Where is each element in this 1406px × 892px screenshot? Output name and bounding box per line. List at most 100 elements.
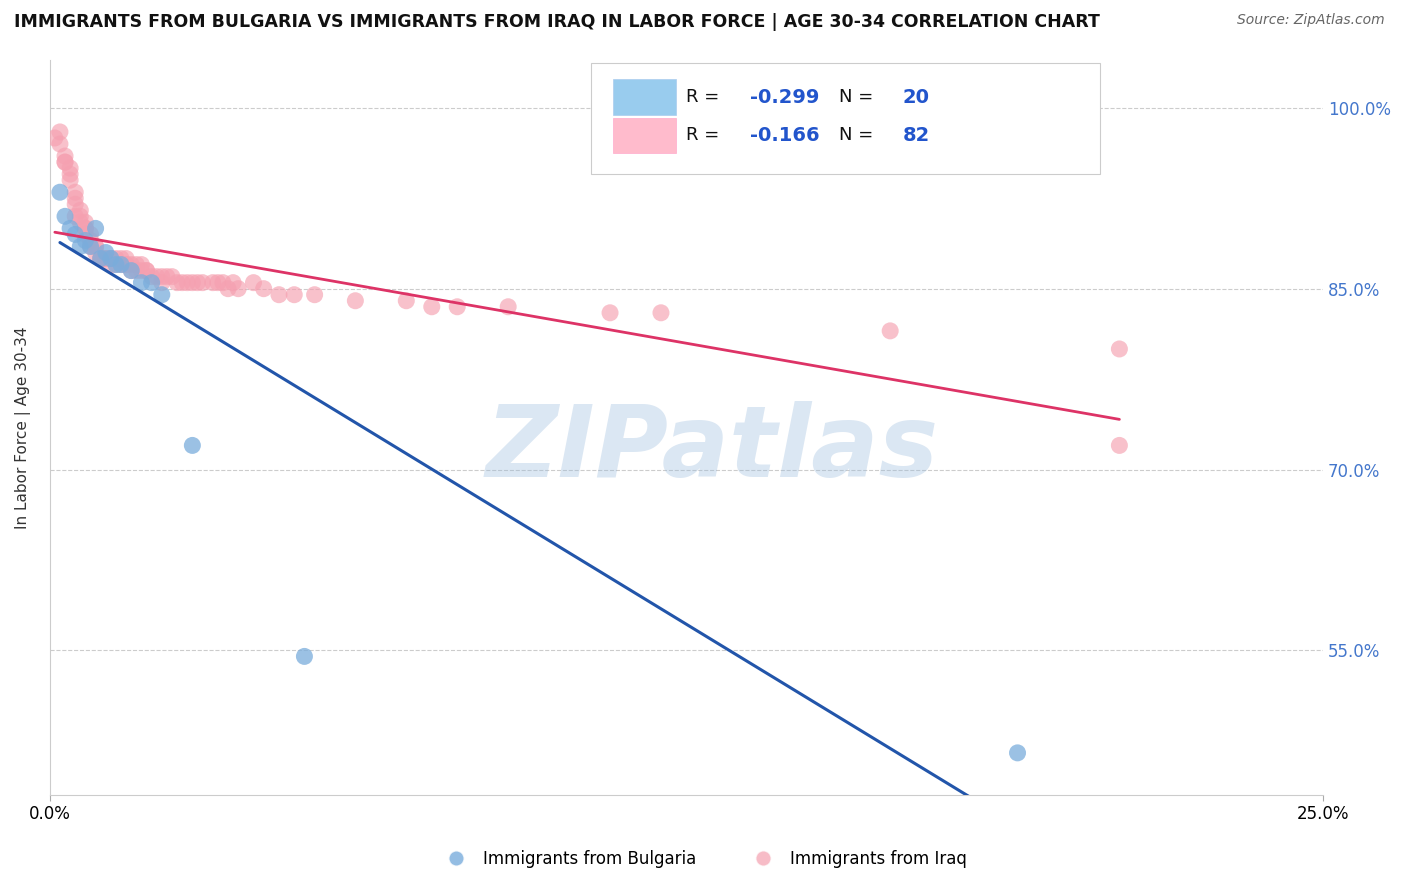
Point xyxy=(79,239,101,253)
Point xyxy=(115,252,138,266)
Point xyxy=(90,252,112,266)
Point xyxy=(75,221,97,235)
FancyBboxPatch shape xyxy=(591,63,1101,174)
Text: Source: ZipAtlas.com: Source: ZipAtlas.com xyxy=(1237,13,1385,28)
Point xyxy=(63,191,86,205)
Text: -0.299: -0.299 xyxy=(751,87,820,107)
Point xyxy=(496,300,519,314)
Point xyxy=(222,276,245,290)
Point xyxy=(1108,342,1130,356)
Point xyxy=(599,306,621,320)
Text: -0.166: -0.166 xyxy=(751,126,820,145)
Point xyxy=(395,293,418,308)
Point xyxy=(156,269,179,284)
Point xyxy=(90,252,112,266)
Point xyxy=(131,258,153,272)
Point xyxy=(94,245,117,260)
Point xyxy=(344,293,367,308)
Point xyxy=(63,210,86,224)
Point xyxy=(75,221,97,235)
Text: 82: 82 xyxy=(903,126,931,145)
Point xyxy=(59,167,82,181)
Y-axis label: In Labor Force | Age 30-34: In Labor Force | Age 30-34 xyxy=(15,326,31,529)
Point xyxy=(84,239,107,253)
Point xyxy=(141,269,163,284)
Point xyxy=(75,234,97,248)
Point xyxy=(172,276,194,290)
Point xyxy=(69,215,91,229)
Point xyxy=(212,276,235,290)
FancyBboxPatch shape xyxy=(613,118,676,153)
Point xyxy=(53,210,76,224)
Point xyxy=(84,245,107,260)
Point xyxy=(253,282,276,296)
Point xyxy=(879,324,901,338)
Text: R =: R = xyxy=(686,88,725,106)
Point xyxy=(207,276,229,290)
Point xyxy=(120,263,142,277)
Point xyxy=(115,258,138,272)
Point xyxy=(104,252,127,266)
Point xyxy=(104,258,127,272)
Point xyxy=(125,263,148,277)
Point xyxy=(217,282,239,296)
Point xyxy=(115,258,138,272)
Point xyxy=(53,155,76,169)
Point xyxy=(75,215,97,229)
Point xyxy=(446,300,468,314)
Point xyxy=(100,258,122,272)
Point xyxy=(420,300,443,314)
Point xyxy=(94,252,117,266)
Point xyxy=(150,269,173,284)
Point xyxy=(90,252,112,266)
Point xyxy=(131,263,153,277)
Point xyxy=(294,649,316,664)
Text: R =: R = xyxy=(686,127,725,145)
Point xyxy=(650,306,672,320)
Point xyxy=(100,252,122,266)
Point xyxy=(94,252,117,266)
Point xyxy=(181,276,204,290)
Point xyxy=(186,276,208,290)
Point xyxy=(63,185,86,199)
Point xyxy=(59,221,82,235)
Point xyxy=(160,269,183,284)
Point xyxy=(145,269,167,284)
Text: ZIPatlas: ZIPatlas xyxy=(485,401,938,498)
Point xyxy=(90,252,112,266)
Point xyxy=(131,276,153,290)
Point xyxy=(120,263,142,277)
Point xyxy=(69,239,91,253)
Point xyxy=(79,239,101,253)
Point xyxy=(283,287,305,301)
Point xyxy=(59,173,82,187)
Point xyxy=(100,252,122,266)
Point xyxy=(110,258,132,272)
Point xyxy=(176,276,198,290)
Text: N =: N = xyxy=(839,88,879,106)
Text: IMMIGRANTS FROM BULGARIA VS IMMIGRANTS FROM IRAQ IN LABOR FORCE | AGE 30-34 CORR: IMMIGRANTS FROM BULGARIA VS IMMIGRANTS F… xyxy=(14,13,1099,31)
Point xyxy=(110,252,132,266)
FancyBboxPatch shape xyxy=(613,79,676,115)
Point xyxy=(110,258,132,272)
Point xyxy=(53,149,76,163)
Point xyxy=(44,131,66,145)
Point xyxy=(120,258,142,272)
Point xyxy=(135,263,157,277)
Point xyxy=(69,210,91,224)
Point xyxy=(75,227,97,242)
Point xyxy=(267,287,290,301)
Point xyxy=(201,276,224,290)
Point xyxy=(63,227,86,242)
Point xyxy=(1108,438,1130,452)
Point xyxy=(166,276,188,290)
Point xyxy=(242,276,264,290)
Point xyxy=(226,282,249,296)
Point xyxy=(49,125,72,139)
Point xyxy=(135,263,157,277)
Point xyxy=(84,239,107,253)
Point xyxy=(53,155,76,169)
Text: N =: N = xyxy=(839,127,879,145)
Point xyxy=(79,234,101,248)
Point xyxy=(191,276,214,290)
